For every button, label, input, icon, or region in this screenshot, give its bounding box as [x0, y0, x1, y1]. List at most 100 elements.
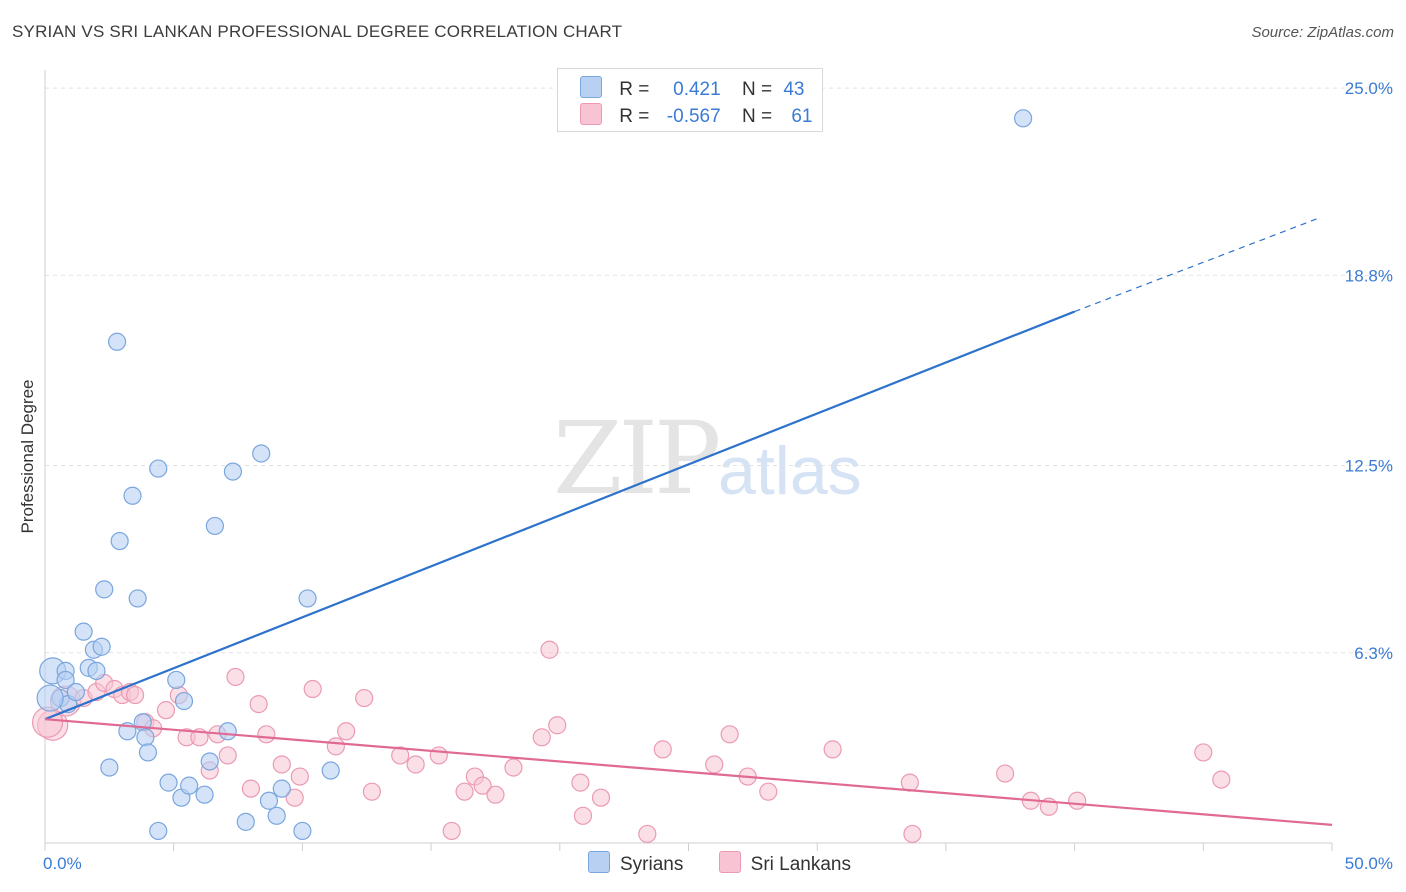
syrian-point [252, 444, 271, 463]
syrian-point [223, 462, 243, 481]
syrian-point [259, 791, 279, 810]
syrian-point [321, 761, 340, 780]
legend-label-syrians: Syrians [620, 854, 684, 875]
syrian-point [74, 622, 93, 641]
syrian-point [149, 821, 168, 841]
srilankan-point [653, 740, 672, 759]
srilankan-point [429, 746, 448, 765]
srilankan-point [285, 788, 304, 807]
srilankan-point [226, 667, 245, 687]
srilankan-point [218, 746, 237, 765]
x-tick-label: 50.0% [1345, 854, 1393, 873]
syrian-point [267, 806, 286, 825]
srilankan-point [548, 716, 567, 735]
srilankan-point [532, 728, 551, 747]
srilankan-point [996, 764, 1015, 783]
legend-row-srilankans: R = -0.567 N = 61 [580, 103, 812, 127]
syrian-point [272, 779, 291, 798]
legend-r-value-syrians: 0.421 [673, 79, 721, 100]
srilankan-point [391, 746, 410, 765]
legend-n-label-srilankans: N = [741, 106, 773, 127]
srilankan-point [504, 758, 523, 777]
syrian-point [136, 728, 155, 747]
srilankan-point [823, 740, 842, 759]
legend-n-label-syrians: N = [741, 79, 773, 100]
syrian-point [56, 670, 75, 690]
syrian-point [95, 580, 114, 599]
srilankan-point [249, 695, 268, 714]
srilankan-point [337, 722, 356, 741]
legend-r-value-srilankans: -0.567 [666, 106, 721, 127]
legend-item-syrians: Syrians [588, 851, 683, 876]
srilankan-point [442, 821, 461, 841]
srilankan-point [571, 773, 590, 792]
syrian-point [1014, 109, 1033, 128]
correlation-legend: R = 0.421 N = 43 R = -0.567 N = 61 [557, 68, 823, 132]
srilankan-point [326, 737, 345, 756]
syrian-point [149, 459, 168, 478]
syrians-trend-extension [1074, 217, 1320, 313]
srilankan-point [362, 782, 381, 801]
srilankan-point [473, 776, 492, 795]
syrians-swatch-icon [580, 76, 602, 98]
srilankan-point [125, 685, 145, 705]
srilankan-point [720, 725, 739, 744]
syrian-point [167, 670, 186, 690]
srilankan-point [486, 785, 505, 804]
srilankan-point [540, 640, 559, 659]
srilankan-point [903, 824, 922, 844]
syrians-trend-line [44, 310, 1076, 721]
srilankan-point [1068, 791, 1087, 810]
srilankans-swatch-icon [580, 103, 602, 125]
srilankan-point [355, 688, 374, 708]
srilankan-point [705, 755, 724, 774]
y-tick-label: 25.0% [1345, 79, 1393, 98]
srilankan-point [290, 767, 309, 786]
syrian-point [293, 821, 312, 841]
syrian-point [107, 332, 127, 351]
srilankan-point [303, 679, 322, 699]
srilankan-point [573, 806, 593, 825]
syrian-point [159, 773, 178, 792]
y-tick-label: 12.5% [1345, 457, 1393, 476]
legend-r-label-srilankans: R = [619, 106, 650, 127]
srilankan-point [1194, 743, 1213, 762]
chart-source: Source: ZipAtlas.com [1251, 24, 1394, 41]
srilankan-point [257, 725, 276, 744]
srilankan-point [900, 773, 919, 792]
legend-r-label-syrians: R = [619, 79, 650, 100]
syrian-point [92, 637, 111, 656]
srilankans-legend-icon [718, 851, 741, 873]
x-tick-label: 0.0% [43, 854, 82, 873]
syrians-legend-icon [588, 851, 610, 873]
watermark-atlas: atlas [718, 433, 862, 509]
syrian-point [87, 661, 106, 680]
syrian-point [100, 758, 119, 777]
syrian-point [218, 722, 237, 741]
syrian-point [180, 776, 199, 795]
srilankan-point [241, 779, 261, 798]
syrian-point [200, 752, 219, 771]
syrian-point [36, 684, 64, 712]
srilankan-point [31, 706, 64, 738]
syrian-point [110, 531, 129, 551]
legend-label-srilankans: Sri Lankans [750, 854, 851, 875]
y-tick-label: 6.3% [1354, 644, 1393, 663]
syrian-point [138, 743, 158, 762]
srilankan-point [591, 788, 611, 807]
syrian-point [174, 691, 194, 711]
srilankan-point [1212, 770, 1231, 789]
watermark-zip: ZIP [553, 400, 721, 517]
legend-item-srilankans: Sri Lankans [718, 851, 851, 876]
srilankan-point [455, 782, 474, 801]
legend-n-value-srilankans: 61 [791, 106, 813, 127]
syrian-point [128, 589, 147, 608]
y-axis-label: Professional Degree [18, 379, 37, 533]
series-legend: Syrians Sri Lankans [588, 851, 881, 876]
syrian-point [298, 589, 317, 608]
chart-title: SYRIAN VS SRI LANKAN PROFESSIONAL DEGREE… [12, 22, 623, 41]
srilankan-point [759, 782, 778, 801]
syrian-point [123, 486, 142, 505]
legend-n-value-syrians: 43 [783, 79, 805, 100]
